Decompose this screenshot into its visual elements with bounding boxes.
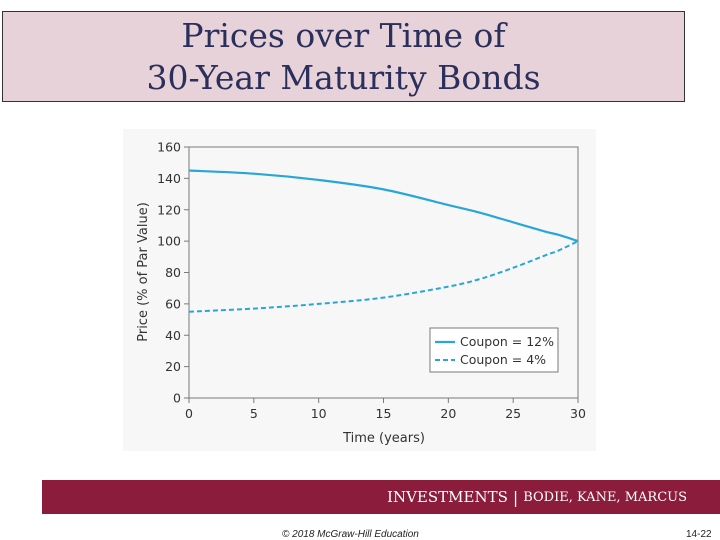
slide-title-box: Prices over Time of 30-Year Maturity Bon… [2, 11, 685, 102]
x-tick-label-30: 30 [570, 406, 586, 421]
legend-label-coupon-12: Coupon = 12% [460, 334, 554, 349]
x-axis-ticks: 0 5 10 15 20 25 30 [185, 398, 586, 421]
legend-label-coupon-4: Coupon = 4% [460, 352, 546, 367]
y-tick-label-0: 0 [173, 391, 181, 406]
legend: Coupon = 12% Coupon = 4% [429, 327, 559, 373]
banner-authors: BODIE, KANE, MARCUS [523, 489, 687, 505]
y-axis-ticks: 0 20 40 60 80 100 120 140 160 [157, 140, 189, 406]
x-tick-label-0: 0 [185, 406, 193, 421]
x-axis-label: Time (years) [342, 431, 425, 446]
x-tick-label-15: 15 [376, 406, 392, 421]
series-line-coupon-4 [188, 240, 579, 313]
slide-title-line-1: Prices over Time of [181, 15, 506, 55]
y-tick-label-140: 140 [157, 171, 181, 186]
x-tick-label-20: 20 [440, 406, 456, 421]
y-tick-label-100: 100 [157, 234, 181, 249]
series-lines [188, 169, 579, 313]
footer-banner: INVESTMENTS | BODIE, KANE, MARCUS [42, 480, 720, 514]
y-tick-label-120: 120 [157, 202, 181, 217]
y-tick-label-40: 40 [165, 328, 181, 343]
banner-title: INVESTMENTS [387, 488, 508, 506]
copyright-notice: © 2018 McGraw-Hill Education [282, 529, 419, 540]
series-line-coupon-12 [188, 169, 579, 243]
bond-price-chart: 0 20 40 60 80 100 120 140 160 0 5 10 15 20 25 30 Time … [123, 129, 596, 451]
x-tick-label-5: 5 [250, 406, 258, 421]
y-tick-label-60: 60 [165, 296, 181, 311]
x-tick-label-10: 10 [311, 406, 327, 421]
y-tick-label-160: 160 [157, 140, 181, 155]
page-number: 14-22 [686, 529, 712, 540]
y-tick-label-20: 20 [165, 359, 181, 374]
y-axis-label: Price (% of Par Value) [136, 202, 151, 342]
slide-title-line-2: 30-Year Maturity Bonds [146, 57, 541, 97]
legend-box [429, 327, 559, 373]
banner-separator: | [512, 487, 519, 507]
x-tick-label-25: 25 [505, 406, 521, 421]
chart-svg: 0 20 40 60 80 100 120 140 160 0 5 10 15 20 25 30 Time … [136, 140, 586, 447]
y-tick-label-80: 80 [165, 265, 181, 280]
